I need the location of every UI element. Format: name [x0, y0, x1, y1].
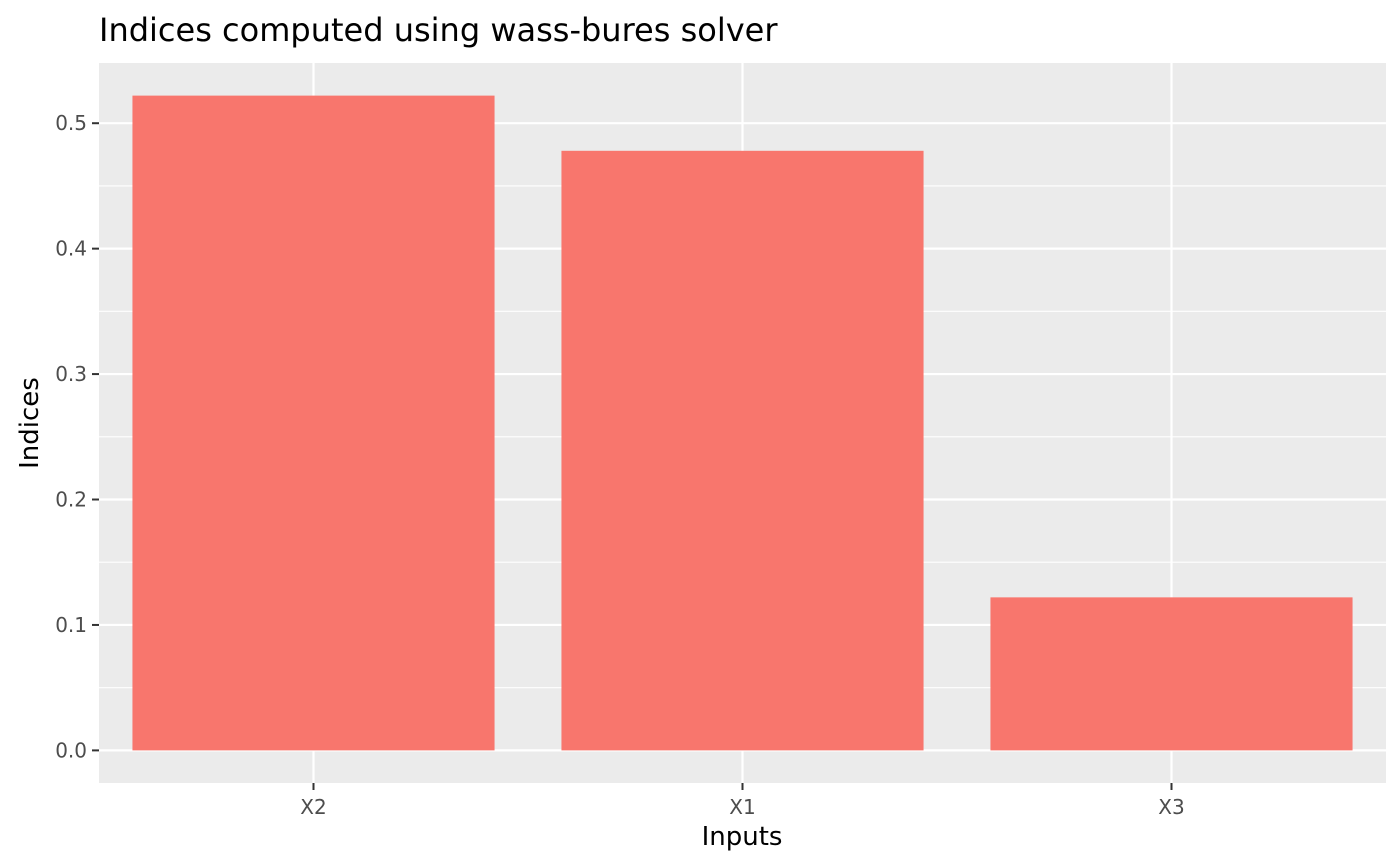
bar-x2	[132, 95, 495, 751]
x-tick-label: X3	[1158, 795, 1184, 819]
bar-x3	[990, 597, 1353, 751]
y-tick-label: 0.5	[55, 111, 87, 135]
x-axis: X2 X1 X3	[300, 783, 1185, 819]
bars	[132, 95, 1353, 751]
bar-x1	[561, 150, 924, 751]
y-tick-label: 0.1	[55, 613, 87, 637]
chart-title: Indices computed using wass-bures solver	[99, 11, 778, 49]
y-tick-label: 0.2	[55, 488, 87, 512]
x-tick-label: X1	[729, 795, 755, 819]
y-axis-title: Indices	[15, 377, 45, 469]
y-tick-label: 0.3	[55, 362, 87, 386]
y-tick-label: 0.0	[55, 738, 87, 762]
y-axis: 0.0 0.1 0.2 0.3 0.4 0.5	[55, 111, 99, 762]
x-axis-title: Inputs	[702, 822, 783, 852]
x-tick-label: X2	[300, 795, 326, 819]
y-tick-label: 0.4	[55, 237, 87, 261]
